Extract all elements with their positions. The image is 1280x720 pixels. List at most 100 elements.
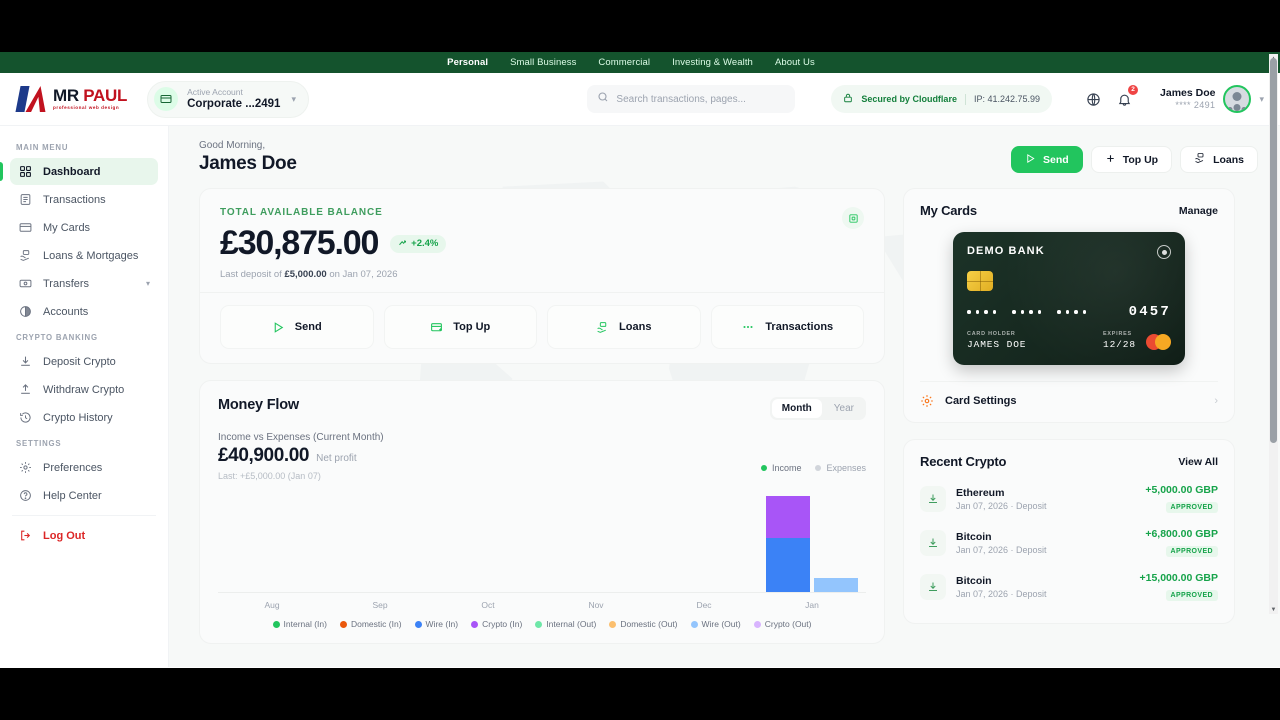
sidebar-section-label: MAIN MENU (16, 143, 69, 152)
global-search[interactable] (587, 85, 796, 113)
mini-legend-label: Income (771, 463, 802, 473)
search-icon (597, 90, 609, 108)
search-input[interactable] (616, 93, 786, 105)
money-flow-subtitle: Income vs Expenses (Current Month) (218, 432, 384, 443)
topnav-item-commercial[interactable]: Commercial (598, 57, 651, 68)
topnav-item-personal[interactable]: Personal (447, 57, 489, 68)
loans-button[interactable]: Loans (1180, 146, 1258, 173)
top-up-button[interactable]: Top Up (1090, 146, 1173, 173)
topnav-item-investing-wealth[interactable]: Investing & Wealth (672, 57, 753, 68)
sidebar: MAIN MENU Dashboard Transactions (0, 126, 169, 667)
sidebar-item-label: Deposit Crypto (43, 355, 116, 368)
card-bank-name: DEMO BANK (967, 245, 1045, 257)
scroll-down-arrow-icon[interactable]: ▼ (1270, 606, 1277, 613)
topnav-item-about-us[interactable]: About Us (774, 57, 815, 68)
notifications-button[interactable]: 2 (1111, 84, 1139, 113)
quick-action-transactions[interactable]: Transactions (710, 305, 864, 349)
sidebar-section-label: SETTINGS (16, 439, 62, 448)
avatar[interactable] (1223, 85, 1252, 113)
send-button[interactable]: Send (1011, 146, 1083, 173)
chart-bar-expenses (814, 578, 858, 592)
chart-bar-segment (814, 578, 858, 592)
topnav-item-small-business[interactable]: Small Business (510, 57, 577, 68)
quick-action-loans[interactable]: Loans (547, 305, 701, 349)
last-entry-text: Last: +£5,000.00 (Jan 07) (218, 471, 321, 481)
globe-icon[interactable] (1080, 86, 1107, 113)
sidebar-item-label: My Cards (43, 221, 91, 234)
scrollbar-thumb[interactable] (1270, 58, 1277, 443)
sidebar-item-crypto-history[interactable]: Crypto History (10, 404, 158, 431)
card-number-group (1057, 310, 1086, 314)
card-expiry-block: EXPIRES 12/28 (1103, 331, 1136, 350)
legend-label: Crypto (In) (482, 619, 523, 629)
range-option-month[interactable]: Month (771, 399, 822, 418)
chevron-down-icon: ▾ (145, 279, 150, 288)
sidebar-item-dashboard[interactable]: Dashboard (0, 158, 158, 185)
sidebar-item-transactions[interactable]: Transactions (10, 186, 158, 213)
range-option-year[interactable]: Year (833, 403, 854, 414)
active-account-label: Active Account (187, 86, 243, 97)
logout-label: Log Out (43, 529, 86, 542)
sidebar-item-accounts[interactable]: Accounts (10, 298, 158, 325)
chart-legend: Internal (In) Domestic (In) Wire (In) Crypt… (218, 619, 866, 633)
sidebar-item-label: Dashboard (43, 165, 101, 178)
quick-action-send[interactable]: Send (220, 305, 374, 349)
chart-legend-item[interactable]: Wire (Out) (690, 619, 741, 629)
legend-color-swatch (753, 620, 761, 628)
crypto-transaction-row[interactable]: Bitcoin Jan 07, 2026 · Deposit +15,000.00 … (920, 565, 1218, 609)
question-circle-icon (18, 489, 32, 502)
chart-legend-item[interactable]: Domestic (In) (339, 619, 402, 629)
card-number: 0457 (967, 304, 1171, 320)
crypto-asset-name: Bitcoin (956, 530, 992, 543)
chart-legend-item[interactable]: Domestic (Out) (609, 619, 678, 629)
card-number-group (1012, 310, 1041, 314)
legend-color-swatch (339, 620, 347, 628)
chart-legend-item[interactable]: Crypto (Out) (753, 619, 811, 629)
card-holder-block: CARD HOLDER JAMES DOE (967, 331, 1026, 350)
sidebar-item-my-cards[interactable]: My Cards (10, 214, 158, 241)
card-settings-row[interactable]: Card Settings › (920, 381, 1218, 408)
chart-x-tick: Sep (372, 600, 388, 610)
legend-color-swatch (535, 620, 543, 628)
send-icon (272, 321, 285, 334)
chart-legend-item[interactable]: Internal (In) (272, 619, 327, 629)
crypto-transaction-meta: Jan 07, 2026 · Deposit (956, 589, 1047, 600)
recent-crypto-title: Recent Crypto (920, 454, 1007, 469)
crypto-amount: +15,000.00 GBP (1139, 572, 1218, 584)
quick-action-label: Send (294, 321, 322, 333)
sidebar-item-withdraw-crypto[interactable]: Withdraw Crypto (10, 376, 158, 403)
legend-label: Wire (Out) (701, 619, 741, 629)
legend-label: Domestic (Out) (620, 619, 678, 629)
view-all-link[interactable]: View All (1178, 455, 1218, 468)
crypto-transaction-row[interactable]: Bitcoin Jan 07, 2026 · Deposit +6,800.00 G… (920, 521, 1218, 565)
sidebar-item-preferences[interactable]: Preferences (10, 454, 158, 481)
bank-card[interactable]: DEMO BANK 0457 (953, 232, 1185, 365)
sidebar-item-help-center[interactable]: Help Center (10, 482, 158, 509)
logout-button[interactable]: Log Out (10, 522, 158, 549)
trend-up-icon (398, 238, 407, 250)
chart-bars (218, 491, 866, 592)
hand-money-icon (1194, 152, 1206, 167)
quick-action-top-up[interactable]: Top Up (383, 305, 537, 349)
legend-label: Internal (Out) (546, 619, 597, 629)
crypto-transaction-row[interactable]: Ethereum Jan 07, 2026 · Deposit +5,000.00 … (920, 477, 1218, 521)
chart-legend-item[interactable]: Internal (Out) (535, 619, 596, 629)
manage-cards-link[interactable]: Manage (1178, 204, 1218, 217)
user-menu[interactable]: James Doe **** 2491 ▾ (1160, 85, 1264, 113)
range-toggle[interactable]: Month Year (769, 397, 866, 420)
legend-label: Domestic (In) (350, 619, 402, 629)
chart-legend-item[interactable]: Crypto (In) (471, 619, 522, 629)
page-scrollbar[interactable]: ▲ ▼ (1269, 54, 1278, 614)
sidebar-item-loans-mortgages[interactable]: Loans & Mortgages (10, 242, 158, 269)
sidebar-item-transfers[interactable]: Transfers ▾ (10, 270, 158, 297)
gear-icon (920, 394, 934, 408)
brand-logo[interactable]: MR PAUL professional web design (15, 86, 127, 112)
sidebar-section-label: CRYPTO BANKING (16, 333, 98, 342)
chart-legend-item[interactable]: Wire (In) (414, 619, 458, 629)
receipt-icon (18, 193, 32, 206)
active-account-selector[interactable]: Active Account Corporate ...2491 ▾ (147, 80, 309, 118)
sidebar-item-deposit-crypto[interactable]: Deposit Crypto (10, 348, 158, 375)
net-profit-amount: £40,900.00 (218, 445, 310, 466)
legend-color-swatch (609, 620, 617, 628)
letterbox-top (0, 0, 1280, 52)
